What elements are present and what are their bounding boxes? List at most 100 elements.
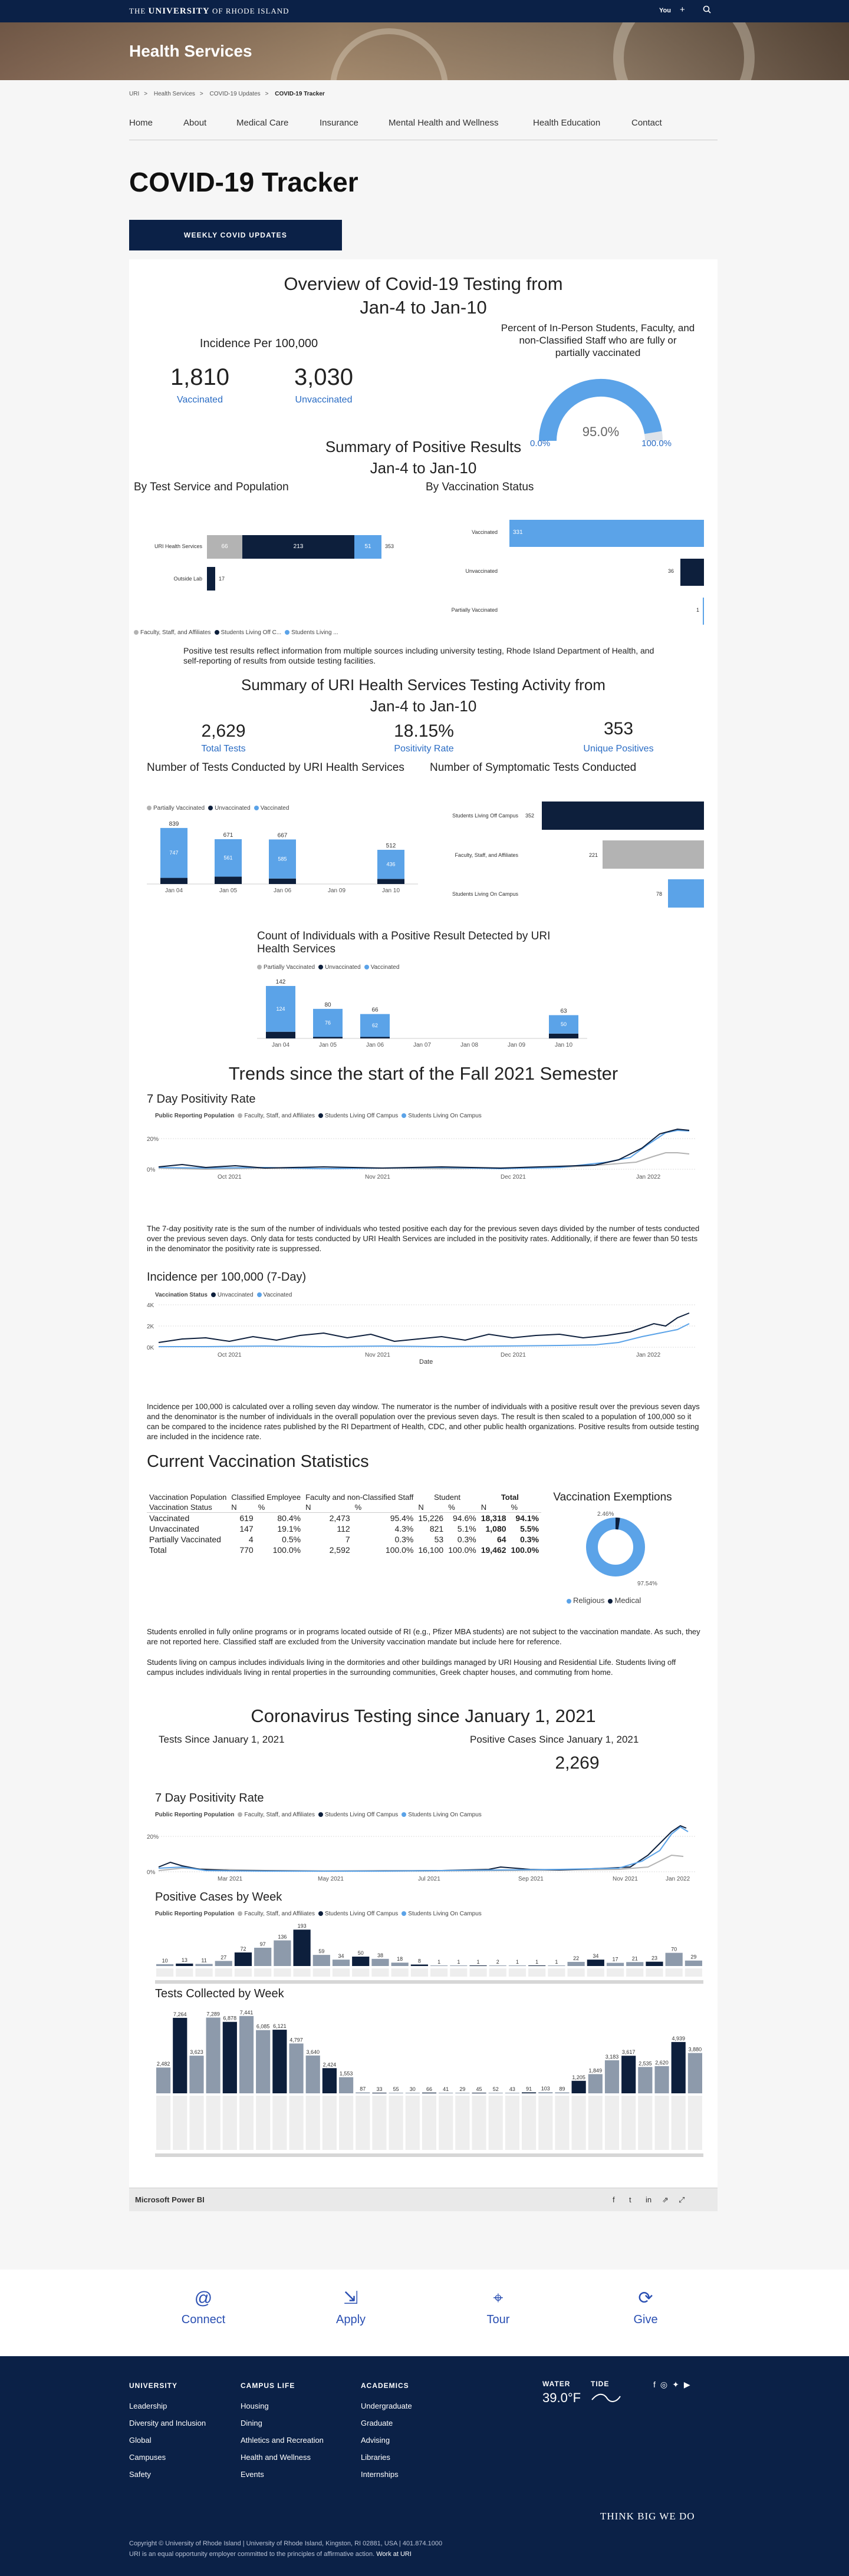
footer-link[interactable]: Campuses xyxy=(129,2453,166,2462)
footer-link[interactable]: Global xyxy=(129,2436,152,2445)
you-menu[interactable]: You xyxy=(659,7,671,14)
bar-off-campus[interactable]: 213 xyxy=(242,535,354,559)
weekly-bar[interactable] xyxy=(222,2021,237,2093)
bar-unvaccinated[interactable] xyxy=(313,1037,343,1038)
bar-on-campus[interactable]: 51 xyxy=(354,535,381,559)
fullscreen-icon[interactable]: ⤢ xyxy=(679,2195,685,2204)
facebook-share-icon[interactable]: f xyxy=(613,2195,615,2204)
bar-vaccinated[interactable] xyxy=(549,1015,578,1034)
weekly-bar[interactable] xyxy=(469,1965,487,1966)
weekly-bar[interactable] xyxy=(654,2066,669,2093)
weekly-bar[interactable] xyxy=(339,2077,354,2093)
bar-unvaccinated[interactable] xyxy=(266,1031,295,1038)
bar-unvaccinated[interactable] xyxy=(269,878,296,884)
bar-unvaccinated[interactable] xyxy=(549,1033,578,1038)
footer-link[interactable]: Health and Wellness xyxy=(241,2453,311,2462)
weekly-bar[interactable] xyxy=(305,2055,320,2093)
bar-vaccinated[interactable] xyxy=(266,986,295,1032)
bar-faculty[interactable]: 66 xyxy=(207,535,242,559)
power-bi-link[interactable]: Microsoft Power BI xyxy=(135,2195,205,2204)
weekly-bar[interactable] xyxy=(450,1965,468,1966)
weekly-bar[interactable] xyxy=(195,1964,213,1966)
bar-vaccinated[interactable] xyxy=(313,1008,343,1037)
footer-link[interactable]: Libraries xyxy=(361,2453,390,2462)
footer-link[interactable]: Events xyxy=(241,2470,264,2479)
bar-symptomatic-on-campus[interactable] xyxy=(668,879,704,908)
weekly-bar[interactable] xyxy=(410,1964,428,1966)
footer-link[interactable]: Athletics and Recreation xyxy=(241,2436,324,2445)
chart-scrollbar[interactable] xyxy=(155,2153,703,2157)
weekly-bar[interactable] xyxy=(234,1952,252,1966)
power-bi-report[interactable]: Overview of Covid-19 Testing from Jan-4 … xyxy=(129,259,718,2188)
social-icons[interactable]: f◎✦▶ xyxy=(653,2380,695,2389)
weekly-bar[interactable] xyxy=(685,1960,702,1966)
weekly-bar[interactable] xyxy=(352,1957,370,1966)
footer-link[interactable]: Internships xyxy=(361,2470,399,2479)
weekly-bar[interactable] xyxy=(312,1955,330,1966)
weekly-bar[interactable] xyxy=(646,1961,663,1966)
bar-symptomatic-faculty[interactable] xyxy=(603,840,704,869)
weekly-bar[interactable] xyxy=(489,1965,506,1966)
share-icon[interactable]: ⇗ xyxy=(662,2195,669,2204)
bar-partial-positive[interactable] xyxy=(703,598,704,625)
weekly-bar[interactable] xyxy=(671,2041,686,2093)
weekly-bar[interactable] xyxy=(391,1962,409,1966)
positive-count-chart[interactable]: 124 142 Jan 04 76 80 Jan 05 62 66 Jan 06 Jan 07 Ja… xyxy=(257,974,587,1050)
weekly-bar[interactable] xyxy=(293,1929,311,1966)
weekly-covid-updates-button[interactable]: WEEKLY COVID UPDATES xyxy=(129,220,342,250)
plus-icon[interactable]: + xyxy=(680,5,685,15)
weekly-bar[interactable] xyxy=(538,2092,553,2093)
weekly-bar[interactable] xyxy=(604,2060,620,2093)
footer-link[interactable]: Safety xyxy=(129,2470,151,2479)
nav-health-education[interactable]: Health Education xyxy=(533,118,601,128)
footer-link[interactable]: Undergraduate xyxy=(361,2402,412,2410)
linkedin-share-icon[interactable]: in xyxy=(646,2195,652,2204)
bar-unvaccinated-positive[interactable] xyxy=(680,559,704,586)
weekly-bar[interactable] xyxy=(176,1963,193,1966)
since-positivity-chart[interactable]: 20% 0% Mar 2021 May 2021 Jul 2021 Sep 20… xyxy=(147,1820,701,1884)
weekly-bar[interactable] xyxy=(189,2056,204,2093)
weekly-bar[interactable] xyxy=(621,2056,636,2093)
weekly-bar[interactable] xyxy=(215,1961,232,1966)
weekly-bar[interactable] xyxy=(254,1947,272,1966)
search-icon[interactable] xyxy=(703,5,711,14)
weekly-bar[interactable] xyxy=(322,2068,337,2093)
bar-vaccinated[interactable] xyxy=(377,849,404,879)
weekly-bar[interactable] xyxy=(256,2030,271,2093)
weekly-bar[interactable] xyxy=(173,2017,187,2093)
bar-vaccinated[interactable] xyxy=(160,827,187,878)
trend-incidence-chart[interactable]: 4K 2K 0K Oct 2021 Nov 2021 Dec 2021 Jan … xyxy=(147,1300,701,1365)
bar-vaccinated-positive[interactable]: 331 xyxy=(509,520,704,547)
weekly-bar[interactable] xyxy=(567,1961,585,1966)
weekly-bar[interactable] xyxy=(156,1964,174,1966)
weekly-bar[interactable] xyxy=(626,1962,644,1966)
connect-link[interactable]: @ Connect xyxy=(162,2287,245,2327)
footer-link[interactable]: Dining xyxy=(241,2419,262,2427)
exemptions-donut[interactable]: 2.46% 97.54% xyxy=(571,1509,660,1591)
chart-scrollbar[interactable] xyxy=(155,1980,703,1984)
bar-outside-lab[interactable] xyxy=(207,567,215,591)
nav-about[interactable]: About xyxy=(183,118,207,128)
weekly-bar[interactable] xyxy=(571,2080,586,2093)
crumb-health-services[interactable]: Health Services xyxy=(153,91,195,97)
nav-mental-health[interactable]: Mental Health and Wellness xyxy=(389,118,499,128)
nav-contact[interactable]: Contact xyxy=(631,118,662,128)
work-at-uri-link[interactable]: Work at URI xyxy=(376,2551,412,2558)
tour-link[interactable]: ⌖ Tour xyxy=(457,2287,539,2327)
weekly-bar[interactable] xyxy=(356,2092,370,2093)
weekly-bar[interactable] xyxy=(687,2053,702,2093)
weekly-bar[interactable] xyxy=(289,2043,304,2093)
bar-unvaccinated[interactable] xyxy=(360,1037,390,1038)
bar-unvaccinated[interactable] xyxy=(377,879,404,884)
nav-insurance[interactable]: Insurance xyxy=(320,118,358,128)
nav-home[interactable]: Home xyxy=(129,118,153,128)
weekly-bar[interactable] xyxy=(206,2017,221,2093)
bar-vaccinated[interactable] xyxy=(215,839,242,877)
weekly-bar[interactable] xyxy=(430,1965,448,1966)
weekly-bar[interactable] xyxy=(522,2092,537,2093)
weekly-bar[interactable] xyxy=(587,1960,604,1966)
weekly-bar[interactable] xyxy=(332,1960,350,1966)
twitter-share-icon[interactable]: t xyxy=(629,2195,631,2204)
bar-symptomatic-off-campus[interactable] xyxy=(542,802,704,830)
